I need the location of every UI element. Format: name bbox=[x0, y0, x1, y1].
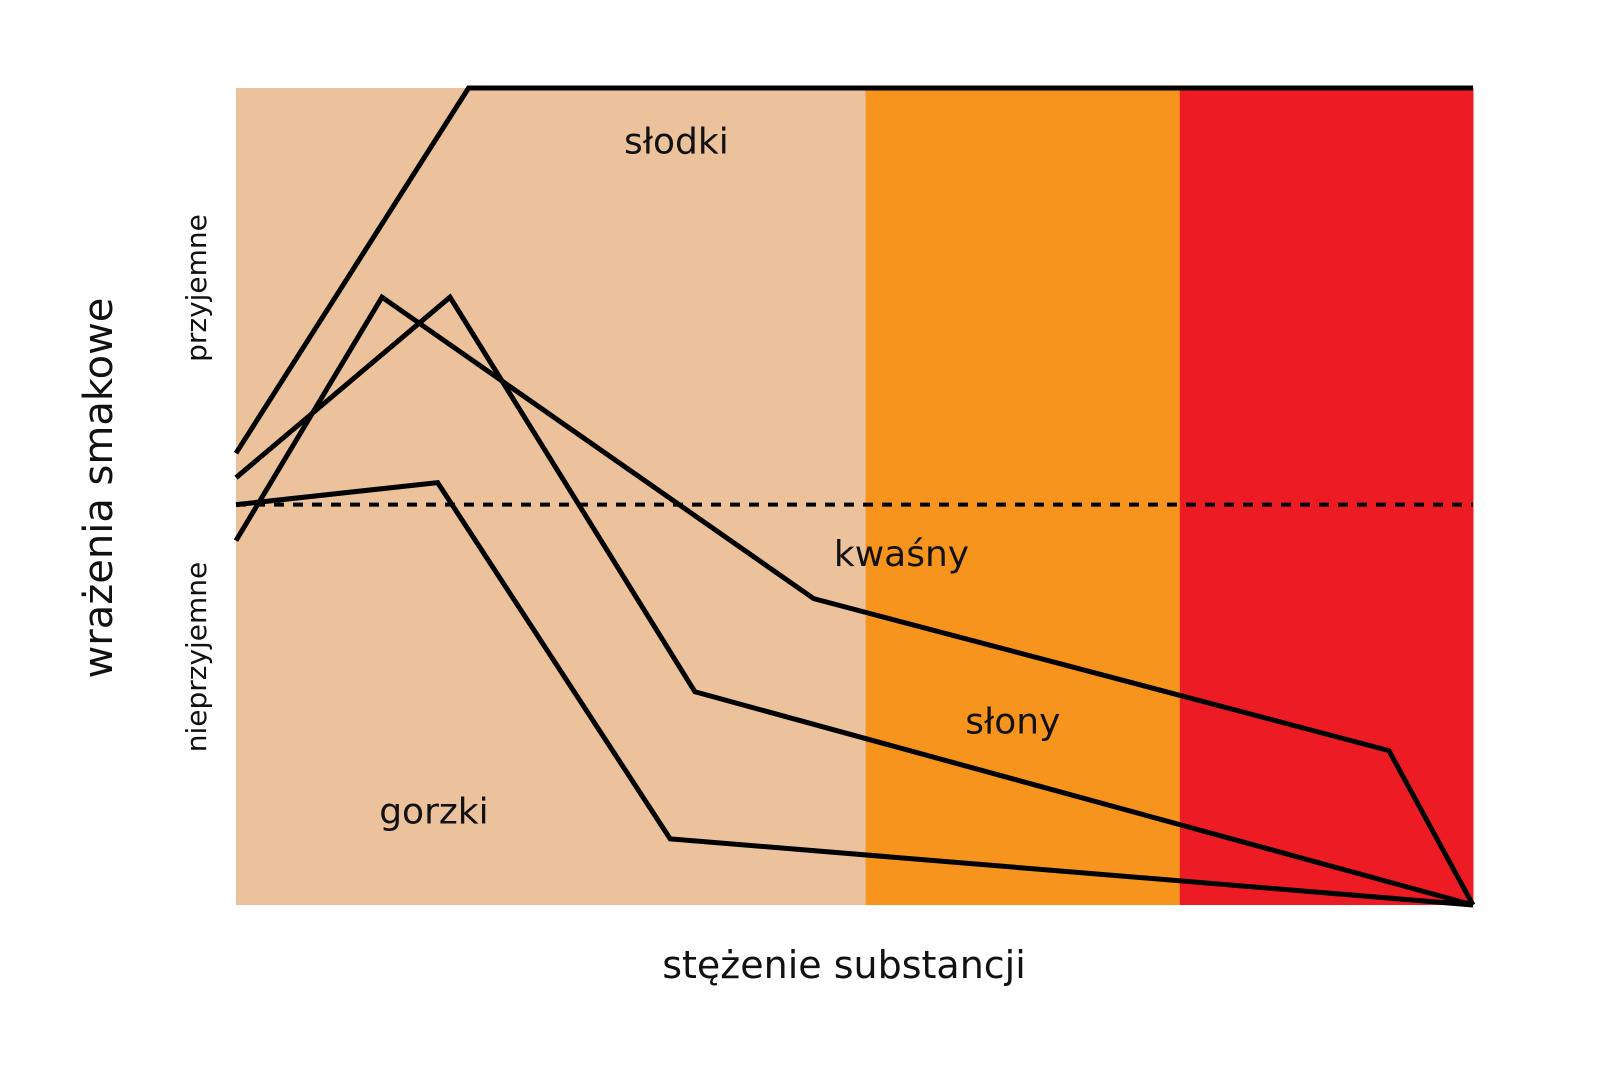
label-kwaśny: kwaśny bbox=[834, 534, 969, 575]
label-słony: słony bbox=[965, 701, 1060, 742]
y-region-upper-label: przyjemne bbox=[180, 214, 213, 362]
band-0 bbox=[236, 88, 867, 905]
concentration-bands bbox=[236, 88, 1474, 905]
y-region-lower-label: nieprzyjemne bbox=[180, 562, 213, 753]
label-gorzki: gorzki bbox=[379, 791, 488, 832]
band-1 bbox=[865, 88, 1181, 905]
taste-curves bbox=[233, 85, 1476, 908]
curve-kwaśny bbox=[233, 293, 1476, 907]
curve-słodki bbox=[233, 85, 1473, 455]
x-axis-title: stężenie substancji bbox=[662, 943, 1026, 987]
curve-labels: słodki kwaśny słony gorzki bbox=[379, 121, 1060, 832]
y-axis-title: wrażenia smakowe bbox=[76, 298, 122, 679]
band-2 bbox=[1179, 88, 1474, 905]
curve-gorzki bbox=[235, 479, 1474, 908]
label-słodki: słodki bbox=[624, 121, 729, 162]
curve-słony bbox=[234, 293, 1474, 908]
